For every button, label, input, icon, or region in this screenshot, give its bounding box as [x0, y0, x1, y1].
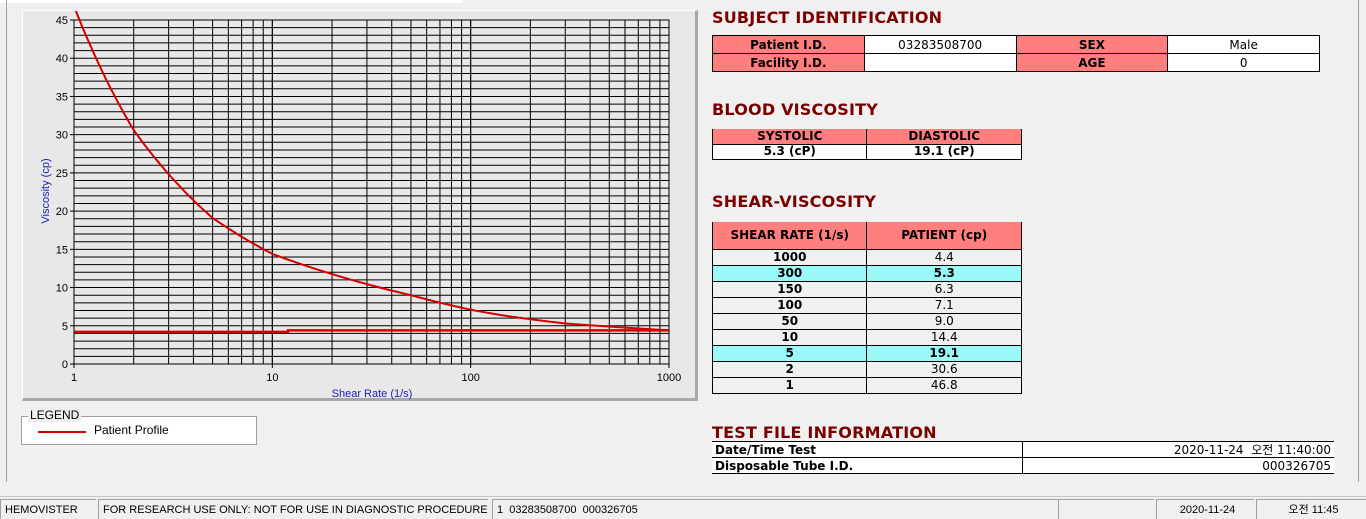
- shear-rate-cell: 2: [713, 361, 867, 377]
- y-tick-label: 40: [56, 53, 68, 65]
- shear-rate-cell: 50: [713, 313, 867, 329]
- status-notice: FOR RESEARCH USE ONLY: NOT FOR USE IN DI…: [98, 499, 488, 519]
- patient-cp-header: PATIENT (cp): [867, 222, 1022, 249]
- x-tick-label: 1000: [657, 372, 681, 384]
- y-tick-label: 10: [56, 283, 68, 295]
- viscosity-chart: 0 5 10 15 20 25 30 35 40 45 1 10 100 1000 Shear Rate …: [23, 11, 699, 402]
- blood-viscosity-table: SYSTOLIC DIASTOLIC 5.3 (cP) 19.1 (cP): [712, 129, 1022, 160]
- age-label: AGE: [1016, 54, 1168, 72]
- disposable-tube-id-value: 000326705: [1022, 458, 1334, 474]
- shear-rate-cell: 5: [713, 345, 867, 361]
- sex-value: Male: [1168, 36, 1320, 54]
- facility-id-value: [864, 54, 1016, 72]
- y-tick-label: 15: [56, 244, 68, 256]
- patient-cp-cell: 7.1: [867, 297, 1022, 313]
- test-file-information-heading: TEST FILE INFORMATION: [712, 423, 937, 442]
- status-app-name: HEMOVISTER: [0, 499, 96, 519]
- status-date: 2020-11-24: [1156, 499, 1254, 519]
- systolic-label: SYSTOLIC: [713, 129, 867, 144]
- status-record: 1 03283508700 000326705: [492, 499, 1058, 519]
- legend-label-patient-profile: Patient Profile: [94, 423, 169, 437]
- diastolic-label: DIASTOLIC: [867, 129, 1022, 144]
- legend: LEGEND Patient Profile: [21, 416, 257, 445]
- patient-cp-cell: 4.4: [867, 249, 1022, 265]
- y-tick-label: 5: [62, 321, 68, 333]
- age-value: 0: [1168, 54, 1320, 72]
- y-tick-label: 35: [56, 91, 68, 103]
- shear-rate-cell: 150: [713, 281, 867, 297]
- x-tick-label: 10: [266, 372, 278, 384]
- shear-rate-header: SHEAR RATE (1/s): [713, 222, 867, 249]
- status-empty: [1058, 499, 1154, 519]
- x-axis-label: Shear Rate (1/s): [332, 388, 413, 400]
- y-tick-label: 25: [56, 168, 68, 180]
- y-tick-label: 45: [56, 15, 68, 27]
- sex-label: SEX: [1016, 36, 1168, 54]
- systolic-value: 5.3 (cP): [713, 144, 867, 159]
- viscosity-chart-frame: 0 5 10 15 20 25 30 35 40 45 1 10 100 1000 Shear Rate …: [22, 10, 698, 401]
- shear-rate-cell: 100: [713, 297, 867, 313]
- diastolic-value: 19.1 (cP): [867, 144, 1022, 159]
- subject-identification-heading: SUBJECT IDENTIFICATION: [712, 8, 942, 27]
- y-axis-label: Viscosity (cp): [40, 158, 52, 223]
- shear-rate-cell: 1000: [713, 249, 867, 265]
- patient-cp-cell: 19.1: [867, 345, 1022, 361]
- shear-rate-cell: 10: [713, 329, 867, 345]
- plot-area: [74, 20, 669, 364]
- blood-viscosity-heading: BLOOD VISCOSITY: [712, 100, 878, 119]
- y-tick-label: 0: [62, 359, 68, 371]
- legend-title: LEGEND: [28, 408, 81, 422]
- patient-cp-cell: 30.6: [867, 361, 1022, 377]
- x-tick-label: 1: [71, 372, 77, 384]
- y-tick-label: 30: [56, 130, 68, 142]
- facility-id-label: Facility I.D.: [713, 54, 865, 72]
- shear-viscosity-heading: SHEAR-VISCOSITY: [712, 192, 876, 211]
- legend-swatch-patient-profile: [38, 431, 86, 433]
- patient-id-value: 03283508700: [864, 36, 1016, 54]
- patient-cp-cell: 6.3: [867, 281, 1022, 297]
- shear-rate-cell: 1: [713, 377, 867, 393]
- shear-rate-cell: 300: [713, 265, 867, 281]
- test-file-table: Date/Time Test 2020-11-24 오전 11:40:00 Di…: [712, 441, 1334, 474]
- subject-table: Patient I.D. 03283508700 SEX Male Facili…: [712, 35, 1320, 72]
- top-strip: [0, 0, 462, 3]
- status-time: 오전 11:45: [1256, 499, 1366, 519]
- patient-cp-cell: 9.0: [867, 313, 1022, 329]
- left-border: [6, 0, 7, 482]
- date-time-test-label: Date/Time Test: [712, 442, 1022, 458]
- patient-cp-cell: 46.8: [867, 377, 1022, 393]
- patient-id-label: Patient I.D.: [713, 36, 865, 54]
- patient-cp-cell: 5.3: [867, 265, 1022, 281]
- date-time-test-value: 2020-11-24 오전 11:40:00: [1022, 442, 1334, 458]
- patient-cp-cell: 14.4: [867, 329, 1022, 345]
- y-tick-label: 20: [56, 206, 68, 218]
- disposable-tube-id-label: Disposable Tube I.D.: [712, 458, 1022, 474]
- right-border: [1358, 0, 1359, 482]
- status-bar: HEMOVISTER FOR RESEARCH USE ONLY: NOT FO…: [0, 496, 1366, 518]
- x-tick-label: 100: [461, 372, 479, 384]
